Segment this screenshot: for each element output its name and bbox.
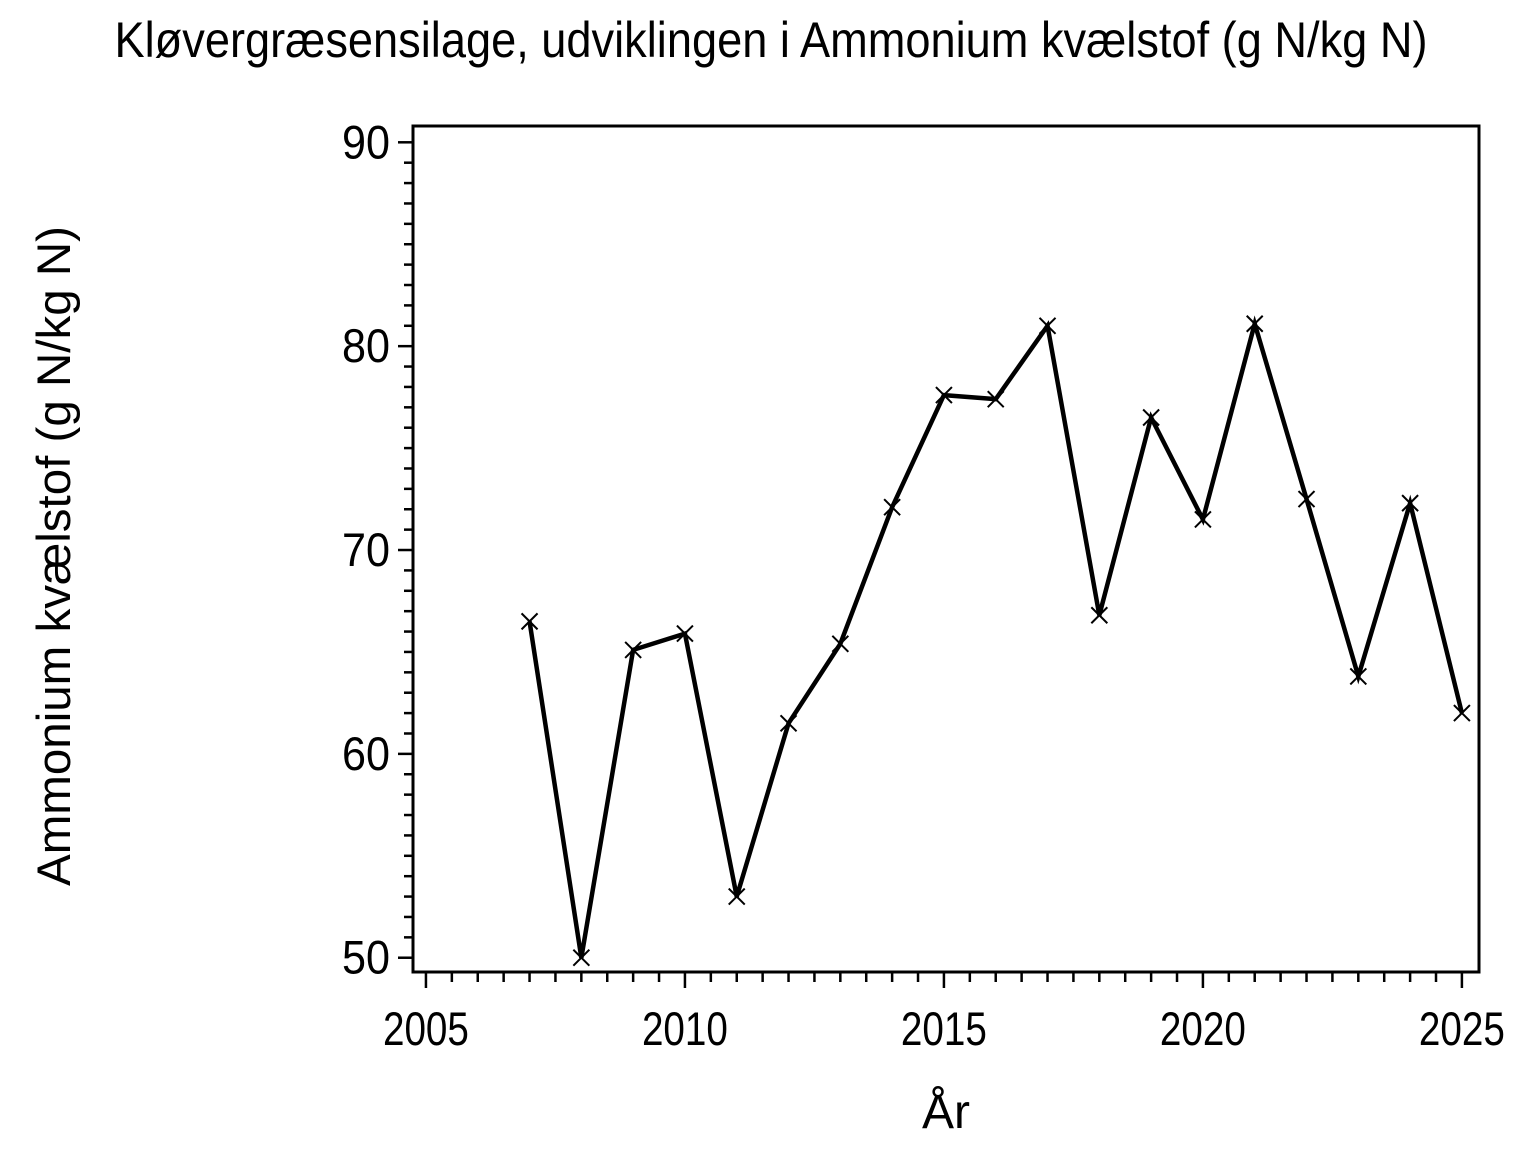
- series-polyline: [527, 315, 1465, 959]
- y-axis-tick-labels: 50 60 70 80 90: [342, 115, 390, 983]
- data-point-marker: [1401, 494, 1419, 512]
- y-tick-label: 80: [342, 319, 390, 372]
- x-tick-label: 2010: [642, 1002, 728, 1055]
- data-series-line: [527, 315, 1465, 959]
- data-point-marker: [520, 612, 539, 631]
- data-point-marker: [831, 635, 850, 653]
- x-tick-label: 2025: [1419, 1002, 1505, 1055]
- chart-title: Kløvergræsensilage, udviklingen i Ammoni…: [115, 12, 1428, 68]
- data-point-marker: [728, 887, 746, 906]
- y-tick-label: 70: [342, 523, 390, 576]
- data-point-marker: [624, 641, 642, 659]
- x-tick-label: 2005: [383, 1002, 469, 1055]
- data-point-marker: [572, 949, 591, 967]
- data-point-marker: [1246, 315, 1264, 333]
- data-point-markers: [520, 315, 1471, 967]
- x-tick-label: 2015: [901, 1002, 987, 1055]
- y-tick-label: 60: [342, 727, 390, 780]
- y-tick-label: 50: [342, 931, 390, 984]
- data-point-marker: [883, 498, 901, 516]
- x-axis-tick-labels: 2005 2010 2015 2020 2025: [383, 1002, 1505, 1055]
- data-point-marker: [1453, 704, 1471, 722]
- data-point-marker: [779, 714, 798, 733]
- x-axis-ticks: [424, 972, 1464, 988]
- data-point-marker: [1194, 510, 1212, 529]
- data-point-marker: [676, 624, 694, 643]
- y-tick-label: 90: [342, 115, 390, 168]
- data-point-marker: [1349, 667, 1368, 686]
- y-axis-label: Ammonium kvælstof (g N/kg N): [27, 226, 80, 886]
- x-axis-label: År: [922, 1086, 970, 1139]
- data-point-marker: [1090, 606, 1109, 624]
- data-point-marker: [1297, 490, 1316, 508]
- data-point-marker: [1038, 317, 1057, 335]
- y-axis-ticks: [398, 141, 413, 959]
- data-point-marker: [987, 390, 1005, 408]
- data-point-marker: [935, 386, 953, 404]
- x-tick-label: 2020: [1160, 1002, 1246, 1055]
- data-point-marker: [1142, 408, 1160, 427]
